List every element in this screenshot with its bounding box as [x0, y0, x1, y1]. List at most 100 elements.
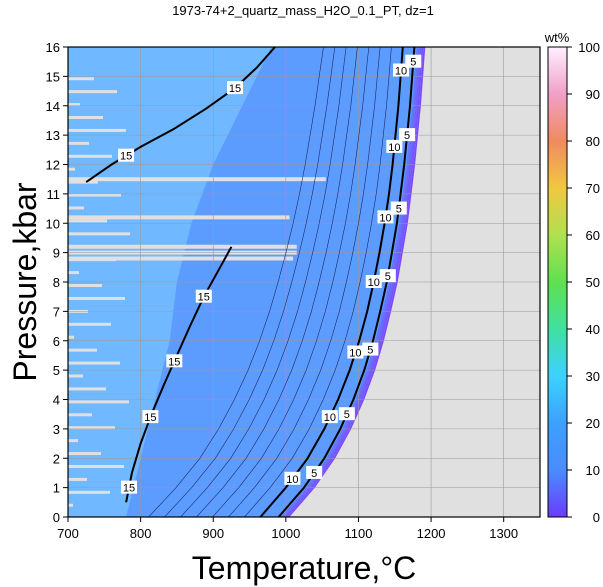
colorbar-tick-label: 80: [586, 134, 600, 149]
svg-text:10: 10: [395, 66, 407, 78]
gap-stripe: [68, 167, 75, 171]
contour-label: 15: [166, 354, 183, 368]
gap-stripe: [68, 258, 116, 262]
colorbar-tick-label: 70: [586, 181, 600, 196]
contour-label: 5: [405, 54, 422, 69]
svg-text:15: 15: [120, 151, 132, 163]
contour-label: 5: [306, 465, 323, 480]
svg-text:15: 15: [198, 292, 210, 304]
x-tick-label: 1300: [489, 526, 518, 541]
gap-stripe: [68, 219, 107, 223]
gap-stripe: [68, 413, 92, 417]
minor-contour: [244, 47, 392, 517]
contour-label: 10: [321, 410, 338, 424]
grid-lines: [68, 47, 540, 517]
gap-stripe: [68, 296, 125, 300]
contour-label: 15: [120, 480, 137, 495]
svg-text:5: 5: [404, 130, 410, 142]
y-tick-label: 7: [53, 304, 60, 319]
colorbar: [547, 46, 568, 518]
x-tick-label: 900: [202, 526, 224, 541]
gap-stripe: [68, 154, 112, 158]
gap-stripe: [68, 232, 130, 236]
y-tick-label: 8: [53, 275, 60, 290]
gap-stripe: [68, 361, 120, 365]
colorbar-tick-label: 100: [578, 40, 600, 55]
colorbar-tick-label: 90: [586, 87, 600, 102]
gap-stripe: [68, 335, 74, 339]
gap-stripe: [68, 193, 121, 197]
gap-stripe: [68, 477, 87, 481]
minor-contour: [228, 47, 381, 517]
contour-label: 5: [379, 269, 396, 283]
svg-text:5: 5: [311, 468, 317, 480]
gap-stripe: [68, 348, 97, 352]
contour-15: [125, 246, 233, 503]
svg-text:15: 15: [123, 483, 135, 495]
gap-stripe: [68, 503, 73, 507]
colorbar-tick-label: 10: [586, 463, 600, 478]
y-tick-label: 2: [53, 451, 60, 466]
gap-stripe: [68, 490, 110, 494]
minor-contour: [180, 47, 347, 517]
colorbar-tick-label: 0: [593, 510, 600, 525]
gap-stripe: [68, 116, 103, 119]
gap-stripe: [68, 141, 89, 145]
contour-label: 10: [365, 275, 382, 289]
gap-stripe: [68, 128, 126, 132]
y-tick-label: 1: [53, 481, 60, 496]
colorbar-tick-label: 40: [586, 322, 600, 337]
svg-text:10: 10: [368, 277, 380, 289]
x-tick-label: 1100: [344, 526, 372, 541]
y-tick-label: 10: [46, 216, 60, 231]
contour-15: [85, 47, 276, 183]
contour-label: 10: [284, 471, 301, 486]
y-tick-label: 11: [47, 187, 61, 202]
gap-stripe: [68, 256, 294, 261]
y-tick-label: 14: [46, 99, 60, 114]
gap-stripe: [68, 322, 111, 326]
x-axis: 700 800 900 1000 1100 1200 1300: [57, 517, 518, 541]
y-axis-label: Pressure,kbar: [7, 182, 43, 382]
svg-text:5: 5: [385, 271, 391, 283]
x-axis-label: Temperature,°C: [192, 550, 416, 586]
y-tick-label: 13: [46, 128, 60, 143]
contour-label: 5: [338, 407, 355, 421]
gap-stripe: [68, 245, 93, 249]
colorbar-ticks: 0 10 20 30 40 50 60 70 80 90 100: [567, 40, 600, 525]
contour-label: 15: [142, 410, 159, 424]
svg-text:15: 15: [144, 412, 156, 424]
gap-stripe: [68, 180, 98, 184]
y-tick-label: 6: [53, 334, 60, 349]
colorbar-tick-label: 30: [586, 369, 600, 384]
colorbar-tick-label: 20: [586, 416, 600, 431]
y-tick-label: 5: [53, 363, 60, 378]
gap-stripe: [68, 426, 115, 430]
svg-text:10: 10: [349, 348, 361, 360]
contour-label: 5: [362, 342, 379, 357]
svg-text:10: 10: [324, 412, 336, 424]
svg-text:10: 10: [379, 212, 391, 224]
gap-stripe: [68, 439, 78, 443]
svg-text:5: 5: [410, 57, 416, 69]
gap-stripe: [68, 103, 80, 107]
x-tick-label: 1000: [271, 526, 300, 541]
minor-contour: [164, 47, 336, 517]
gap-stripe: [68, 387, 106, 391]
contour-label: 15: [118, 148, 135, 163]
contour-label: 10: [393, 63, 410, 78]
y-tick-label: 15: [46, 69, 60, 84]
gap-stripe: [68, 244, 297, 249]
chart-title: 1973-74+2_quartz_mass_H2O_0.1_PT, dz=1: [172, 3, 434, 18]
minor-contour: [196, 47, 358, 517]
x-tick-label: 800: [130, 526, 152, 541]
svg-text:10: 10: [388, 142, 400, 154]
gap-stripe: [68, 400, 129, 404]
y-tick-label: 4: [53, 393, 60, 408]
contour-label: 15: [195, 289, 212, 304]
gap-stripe: [68, 177, 326, 182]
